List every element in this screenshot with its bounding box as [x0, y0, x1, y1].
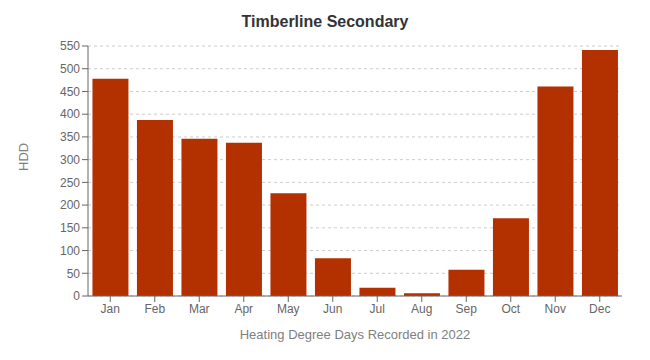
- svg-text:May: May: [277, 302, 300, 316]
- svg-text:400: 400: [60, 107, 80, 121]
- svg-text:300: 300: [60, 153, 80, 167]
- svg-text:Oct: Oct: [501, 302, 520, 316]
- svg-text:Sep: Sep: [456, 302, 478, 316]
- svg-text:Jun: Jun: [323, 302, 342, 316]
- svg-text:500: 500: [60, 62, 80, 76]
- svg-text:350: 350: [60, 130, 80, 144]
- svg-text:Apr: Apr: [234, 302, 253, 316]
- svg-text:450: 450: [60, 85, 80, 99]
- svg-text:Jan: Jan: [101, 302, 120, 316]
- svg-text:Dec: Dec: [589, 302, 610, 316]
- svg-text:200: 200: [60, 198, 80, 212]
- svg-text:550: 550: [60, 39, 80, 53]
- svg-text:Nov: Nov: [545, 302, 566, 316]
- svg-text:100: 100: [60, 244, 80, 258]
- svg-text:150: 150: [60, 221, 80, 235]
- svg-text:Mar: Mar: [189, 302, 210, 316]
- svg-text:250: 250: [60, 176, 80, 190]
- svg-text:Jul: Jul: [370, 302, 385, 316]
- html-text:Timberline Secondary: Timberline Secondary: [241, 13, 409, 30]
- svg-text:50: 50: [67, 267, 81, 281]
- svg-text:Heating Degree Days Recorded i: Heating Degree Days Recorded in 2022: [240, 327, 471, 342]
- svg-text:0: 0: [73, 289, 80, 303]
- svg-text:Feb: Feb: [144, 302, 165, 316]
- svg-text:HDD: HDD: [16, 143, 31, 171]
- svg-text:Aug: Aug: [411, 302, 432, 316]
